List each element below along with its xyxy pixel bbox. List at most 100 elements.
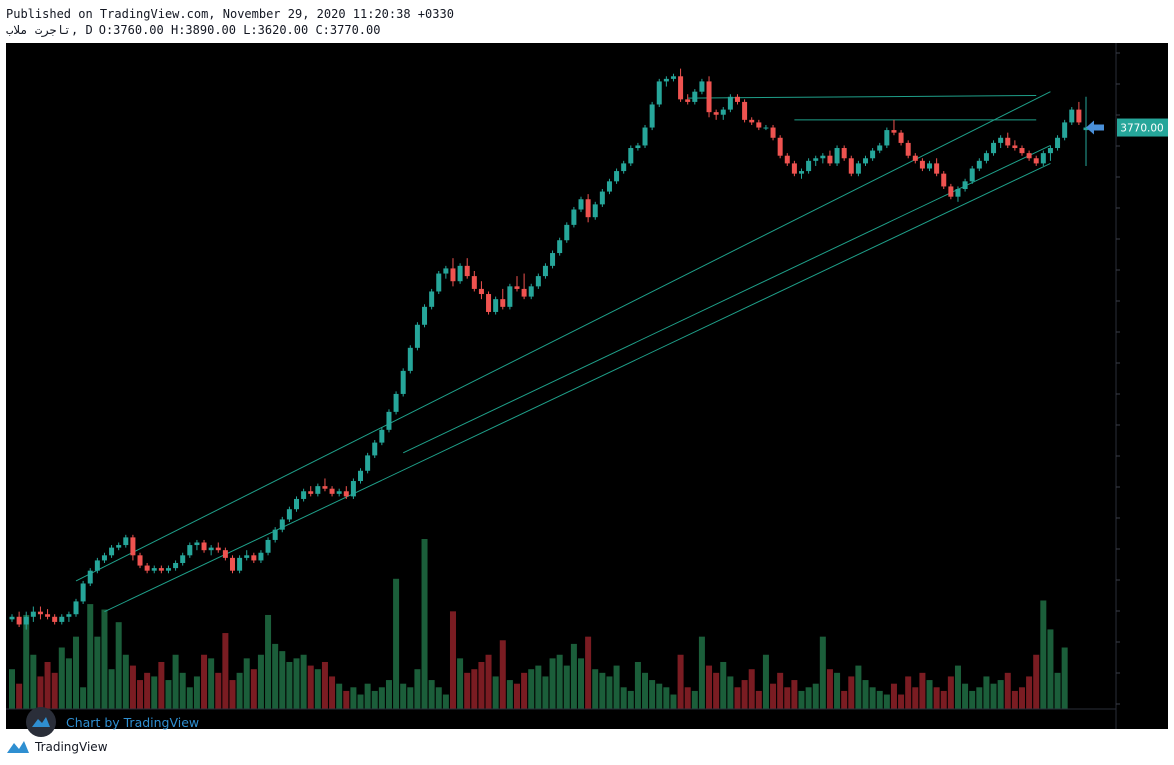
candle <box>606 178 612 195</box>
volume-bar <box>649 680 656 709</box>
candle <box>165 565 171 574</box>
candle <box>422 304 428 328</box>
candle <box>820 153 826 164</box>
volume-bar <box>30 654 37 709</box>
candle <box>983 150 989 164</box>
candle-body <box>308 491 314 494</box>
volume-bar <box>513 683 520 709</box>
price-series <box>9 68 1089 630</box>
candle <box>991 140 997 156</box>
volume-bar <box>250 669 257 709</box>
candle <box>229 555 235 574</box>
volume-bar <box>414 669 421 709</box>
volume-bar <box>578 658 585 709</box>
candle-body <box>158 568 164 571</box>
candle-body <box>315 486 321 494</box>
volume-bar <box>165 680 172 709</box>
trendline[interactable] <box>687 95 1037 99</box>
volume-bar <box>58 647 65 709</box>
candle-body <box>94 560 100 571</box>
candle-body <box>109 547 115 556</box>
candle-body <box>258 552 264 561</box>
volume-bar <box>542 676 549 709</box>
volume-bar <box>243 658 250 709</box>
candle <box>528 283 534 300</box>
candle-body <box>514 286 520 289</box>
candle <box>457 263 463 284</box>
volume-bar <box>101 609 108 709</box>
candle <box>969 165 975 184</box>
volume-bar <box>172 654 179 709</box>
candle <box>222 547 228 561</box>
volume-bar <box>819 636 826 709</box>
candle-body <box>343 491 349 497</box>
volume-bar <box>151 676 158 709</box>
candle <box>358 468 364 484</box>
volume-bar <box>727 676 734 709</box>
candle-body <box>763 127 769 129</box>
volume-bar <box>137 680 144 709</box>
volume-bar <box>563 665 570 709</box>
volume-bar <box>464 672 471 709</box>
candle-body <box>137 555 143 566</box>
candle <box>372 440 378 458</box>
volume-bar <box>570 643 577 709</box>
volume-bar <box>357 694 364 709</box>
candle-body <box>400 370 406 394</box>
footer-brand[interactable]: TradingView <box>6 737 108 757</box>
candle <box>1040 150 1046 166</box>
candle-body <box>571 209 577 225</box>
volume-bar <box>229 680 236 709</box>
candle-body <box>1040 153 1046 164</box>
volume-bar <box>122 654 129 709</box>
candle <box>301 488 307 502</box>
candle-body <box>372 442 378 456</box>
trendline[interactable] <box>104 162 1051 613</box>
trendline[interactable] <box>402 145 1051 454</box>
volume-bar <box>329 676 336 709</box>
candle <box>756 119 762 131</box>
candle <box>642 124 648 149</box>
volume-bar <box>321 661 328 709</box>
volume-bar <box>898 694 905 709</box>
candle-body <box>407 347 413 371</box>
candle-body <box>1033 158 1039 164</box>
candle <box>1069 107 1075 125</box>
candle <box>144 562 150 574</box>
candle-body <box>749 119 755 123</box>
candlestick-chart[interactable]: 3770.00 <box>6 43 1168 729</box>
candle-body <box>863 158 869 164</box>
candle <box>891 119 897 136</box>
candle-body <box>443 268 449 274</box>
candle-body <box>898 132 904 143</box>
volume-bar <box>862 680 869 709</box>
volume-bar <box>926 680 933 709</box>
candle <box>564 222 570 243</box>
volume-bar <box>471 669 478 709</box>
volume-bar <box>691 690 698 709</box>
candle-body <box>272 529 278 540</box>
candle-body <box>173 562 179 569</box>
candle-body <box>720 109 726 115</box>
trendline[interactable] <box>75 91 1051 582</box>
candle-body <box>365 455 371 471</box>
volume-bar <box>343 690 350 709</box>
left-arrow-icon <box>1086 120 1104 135</box>
volume-bar <box>805 687 812 709</box>
candle <box>592 201 598 220</box>
candle-body <box>599 191 605 205</box>
candle-body <box>414 324 420 348</box>
volume-bar <box>222 633 229 709</box>
candle <box>1026 150 1032 161</box>
candle-body <box>727 96 733 110</box>
candle <box>976 158 982 172</box>
candle-body <box>614 171 620 182</box>
candle <box>813 155 819 166</box>
candle <box>898 130 904 146</box>
candle-body <box>144 565 150 571</box>
candle-body <box>848 158 854 174</box>
volume-bar <box>428 680 435 709</box>
candle <box>685 94 691 105</box>
chart-pane[interactable]: 3770.00 Chart by TradingView <box>6 43 1168 737</box>
candle <box>806 158 812 174</box>
